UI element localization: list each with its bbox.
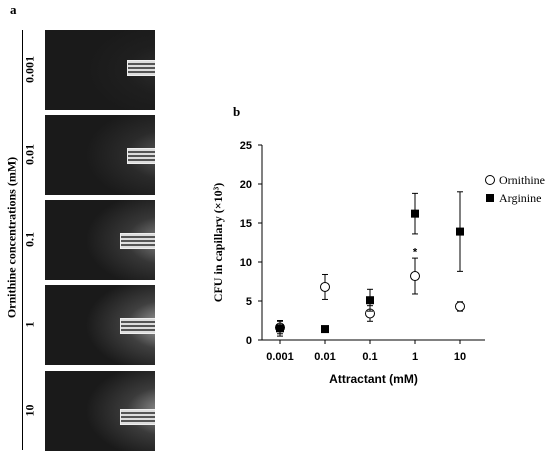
y-tick-label: 25 [240, 140, 252, 152]
x-tick-label: 0.01 [314, 351, 335, 363]
y-tick-label: 5 [246, 296, 252, 308]
legend-label: Ornithine [499, 173, 545, 187]
y-tick-label: 0 [246, 335, 252, 347]
data-point-arginine [456, 227, 464, 236]
data-point-arginine [411, 209, 419, 218]
legend-marker-ornithine [485, 175, 495, 185]
capillary-tube [127, 148, 155, 164]
data-point-arginine [276, 324, 284, 333]
micrograph-2 [45, 115, 155, 195]
y-tick-label: 20 [240, 179, 252, 191]
significance-marker: * [413, 246, 418, 258]
capillary-tube [120, 233, 155, 249]
micrograph-4 [45, 285, 155, 365]
panel-b-letter: b [233, 104, 241, 119]
data-point-ornithine [410, 271, 420, 282]
data-point-ornithine [455, 301, 465, 312]
x-tick-label: 0.001 [266, 351, 294, 363]
micrograph-1 [45, 30, 155, 110]
x-axis-label: Attractant (mM) [329, 372, 418, 386]
data-point-arginine [321, 325, 329, 334]
y-tick-label: 15 [240, 218, 252, 230]
data-point-arginine [366, 296, 374, 305]
data-point-ornithine [320, 281, 330, 292]
capillary-tube [120, 318, 155, 334]
panel-a-divider [22, 30, 23, 450]
micrograph-5 [45, 371, 155, 451]
x-tick-label: 10 [454, 351, 466, 363]
y-axis-label: CFU in capillary (×10³) [211, 183, 225, 302]
panel-a-letter: a [10, 2, 17, 17]
x-tick-label: 0.1 [362, 351, 377, 363]
capillary-tube [127, 60, 155, 76]
micrograph-3 [45, 200, 155, 280]
capillary-tube [120, 409, 155, 425]
legend-marker-arginine [486, 194, 494, 202]
x-tick-label: 1 [412, 351, 418, 363]
legend-label: Arginine [499, 191, 541, 205]
y-tick-label: 10 [240, 257, 252, 269]
